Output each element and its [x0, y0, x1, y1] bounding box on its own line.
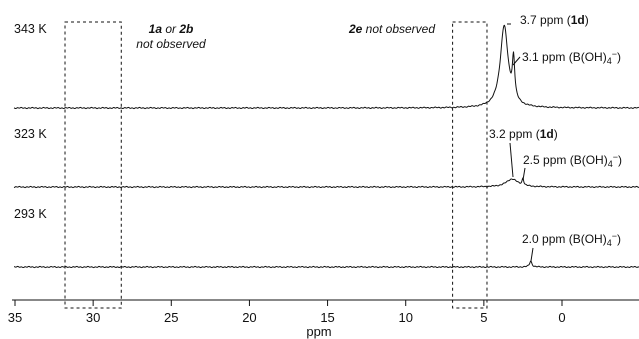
- x-tick-label-5: 5: [480, 310, 487, 325]
- x-tick-label-15: 15: [320, 310, 334, 325]
- region-box-1a-2b: [64, 21, 122, 309]
- x-tick-label-35: 35: [8, 310, 22, 325]
- region-note-1a-2b-line2: not observed: [136, 37, 206, 51]
- region-box-2e: [452, 21, 488, 309]
- x-tick-label-20: 20: [242, 310, 256, 325]
- leader-293k-boh4: [530, 247, 534, 262]
- x-axis-ticks: 35 30 25 20 15 10 5 0: [8, 300, 566, 325]
- x-tick-label-30: 30: [86, 310, 100, 325]
- spectrum-323k: [13, 176, 639, 189]
- series-label-293k: 293 K: [14, 207, 47, 221]
- peak-annotation-323k-boh4: 2.5 ppm (B(OH)4−): [523, 152, 622, 169]
- peak-annotation-343k-boh4: 3.1 ppm (B(OH)4−): [522, 49, 621, 66]
- peak-annotation-323k-1d: 3.2 ppm (1d): [489, 127, 558, 141]
- x-axis-label: ppm: [306, 324, 331, 339]
- series-label-343k: 343 K: [14, 22, 47, 36]
- region-note-2e: 2e not observed: [348, 22, 435, 36]
- peak-annotation-343k-1d: 3.7 ppm (1d): [520, 13, 589, 27]
- series-label-323k: 323 K: [14, 127, 47, 141]
- leader-343k-boh4: [512, 56, 521, 66]
- leader-323k-boh4: [522, 167, 526, 181]
- x-tick-label-10: 10: [398, 310, 412, 325]
- x-tick-label-0: 0: [558, 310, 565, 325]
- leader-323k-1d: [509, 142, 514, 178]
- spectrum-343k: [13, 24, 639, 110]
- peak-annotation-293k-boh4: 2.0 ppm (B(OH)4−): [522, 231, 621, 248]
- region-note-1a-2b: 1a or 2b: [149, 22, 194, 36]
- spectrum-293k: [13, 260, 639, 269]
- x-tick-label-25: 25: [164, 310, 178, 325]
